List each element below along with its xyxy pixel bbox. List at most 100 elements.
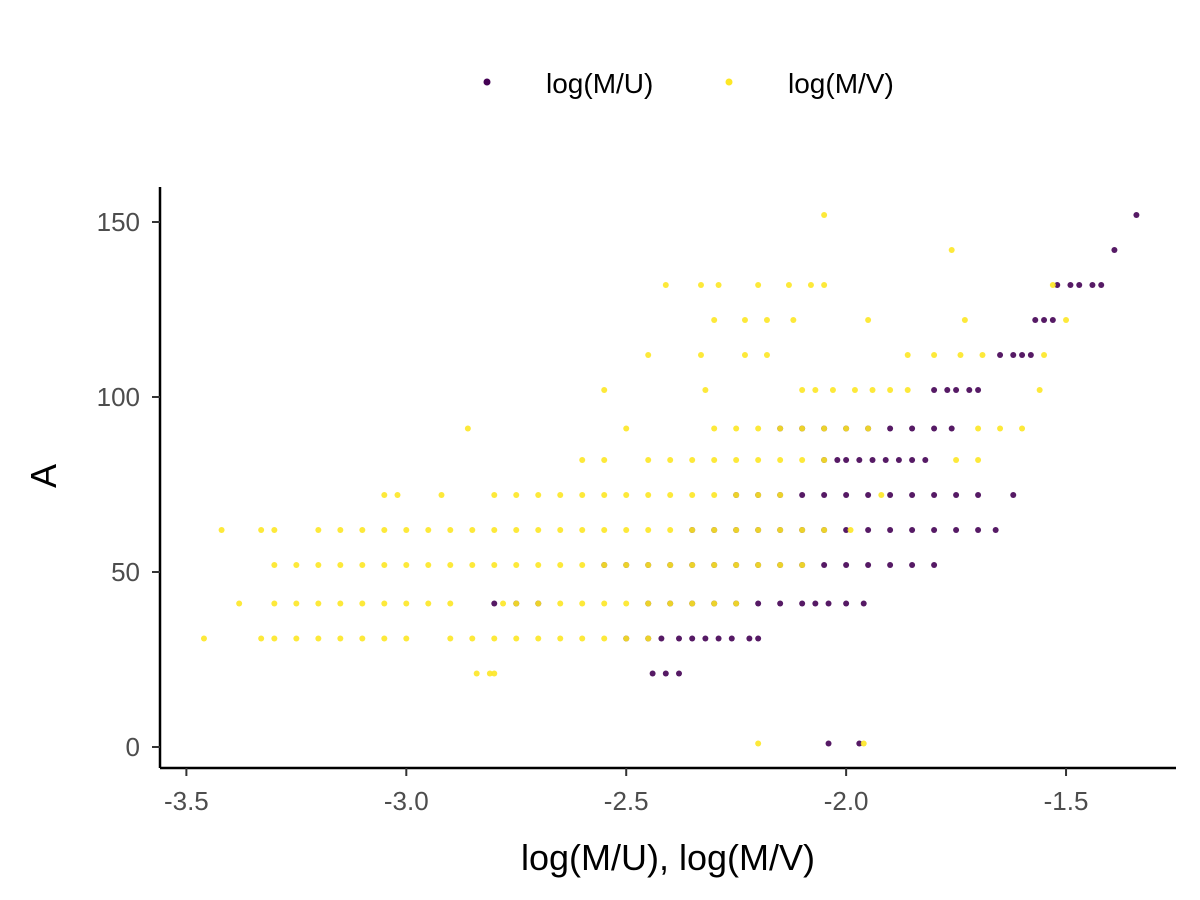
data-point	[843, 527, 850, 533]
data-point	[887, 527, 894, 533]
data-point	[258, 527, 265, 533]
data-point	[847, 527, 854, 533]
data-point	[869, 457, 876, 463]
data-point	[741, 317, 748, 323]
data-point	[799, 600, 806, 607]
data-point	[909, 527, 916, 533]
data-point	[931, 352, 938, 358]
data-point	[469, 527, 476, 533]
data-point	[623, 527, 630, 533]
data-point	[500, 600, 507, 607]
data-point	[381, 635, 388, 642]
data-point	[733, 600, 740, 607]
data-point	[975, 492, 982, 498]
data-point	[944, 387, 951, 393]
data-point	[799, 387, 806, 393]
data-point	[966, 387, 973, 393]
data-point	[1067, 282, 1074, 288]
data-point	[953, 387, 960, 393]
data-point	[667, 600, 674, 607]
data-point	[236, 600, 243, 607]
data-point	[711, 527, 718, 533]
data-point	[658, 635, 665, 642]
data-point	[535, 600, 542, 607]
data-point	[258, 635, 265, 642]
data-points	[200, 212, 1140, 747]
data-point	[878, 492, 885, 498]
data-point	[851, 387, 858, 393]
legend-label-m-v: log(M/V)	[788, 68, 894, 99]
x-tick-label: -3.0	[384, 786, 429, 816]
x-tick-label: -1.5	[1044, 786, 1089, 816]
data-point	[649, 670, 656, 677]
data-point	[733, 425, 740, 432]
data-point	[821, 562, 828, 568]
data-point	[909, 492, 916, 498]
data-point	[1032, 317, 1039, 323]
data-point	[689, 600, 696, 607]
data-point	[662, 670, 669, 677]
data-point	[785, 282, 792, 288]
data-point	[473, 670, 480, 677]
data-point	[1041, 317, 1048, 323]
data-point	[777, 425, 784, 432]
data-point	[447, 527, 454, 533]
data-point	[337, 562, 344, 568]
data-point	[359, 635, 366, 642]
data-point	[447, 635, 454, 642]
data-point	[601, 387, 608, 393]
data-point	[799, 492, 806, 498]
data-point	[601, 562, 608, 568]
x-tick-label: -2.5	[604, 786, 649, 816]
data-point	[271, 635, 278, 642]
data-point	[728, 635, 735, 642]
data-point	[579, 492, 586, 498]
data-point	[425, 527, 432, 533]
data-point	[904, 387, 911, 393]
data-point	[535, 527, 542, 533]
legend-marker-m-v	[725, 78, 733, 86]
data-point	[821, 457, 828, 463]
series-log-m-v	[200, 212, 1070, 747]
data-point	[689, 635, 696, 642]
data-point	[953, 527, 960, 533]
data-point	[381, 527, 388, 533]
data-point	[697, 352, 704, 358]
data-point	[821, 527, 828, 533]
data-point	[1041, 352, 1048, 358]
legend-marker-m-u	[483, 78, 491, 86]
data-point	[882, 457, 889, 463]
data-point	[689, 492, 696, 498]
data-point	[975, 457, 982, 463]
data-point	[513, 527, 520, 533]
data-point	[579, 457, 586, 463]
data-point	[271, 600, 278, 607]
data-point	[689, 527, 696, 533]
data-point	[733, 562, 740, 568]
data-point	[469, 562, 476, 568]
data-point	[948, 425, 955, 432]
data-point	[645, 457, 652, 463]
data-point	[931, 492, 938, 498]
data-point	[755, 425, 762, 432]
data-point	[491, 670, 498, 677]
data-point	[601, 527, 608, 533]
data-point	[856, 457, 863, 463]
data-point	[491, 562, 498, 568]
data-point	[931, 562, 938, 568]
data-point	[821, 425, 828, 432]
data-point	[491, 635, 498, 642]
data-point	[491, 527, 498, 533]
data-point	[1019, 425, 1026, 432]
data-point	[513, 492, 520, 498]
data-point	[438, 492, 445, 498]
x-tick-label: -3.5	[164, 786, 209, 816]
data-point	[557, 527, 564, 533]
data-point	[623, 562, 630, 568]
data-point	[829, 387, 836, 393]
data-point	[662, 282, 669, 288]
data-point	[1010, 492, 1017, 498]
data-point	[667, 457, 674, 463]
data-point	[711, 425, 718, 432]
data-point	[865, 562, 872, 568]
